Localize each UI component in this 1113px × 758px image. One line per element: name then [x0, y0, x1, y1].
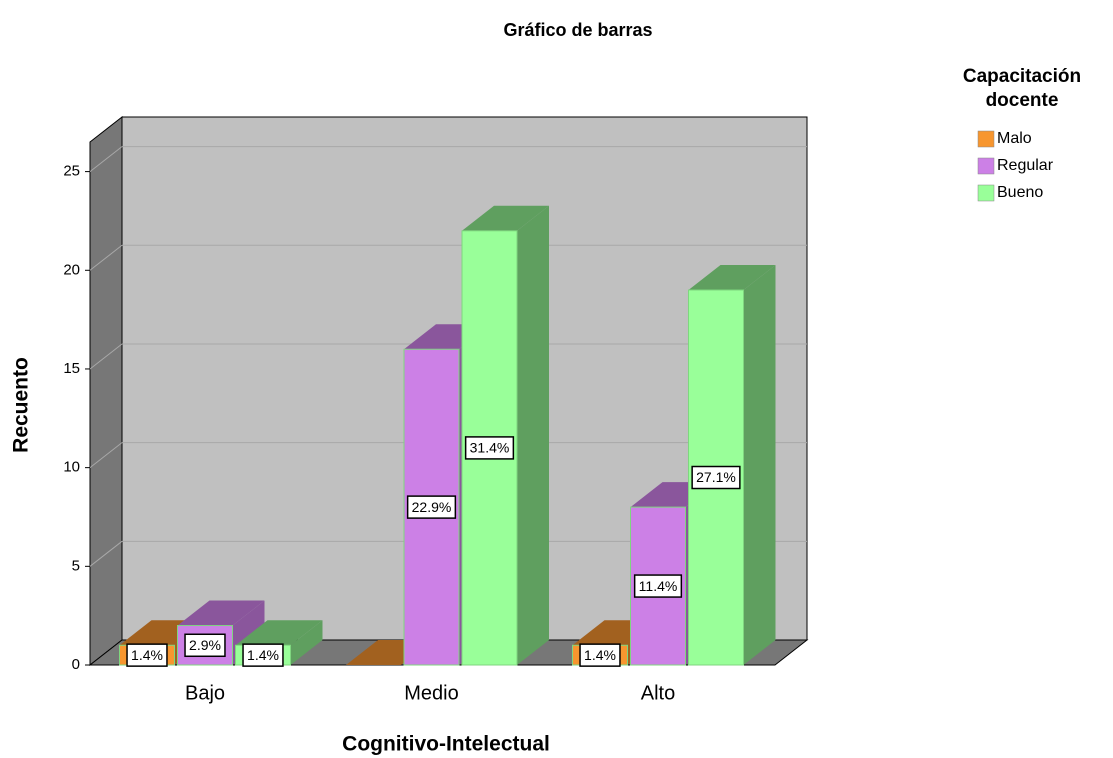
- value-label: 2.9%: [189, 637, 221, 653]
- value-label: 1.4%: [131, 647, 163, 663]
- y-tick-label: 0: [72, 656, 80, 673]
- y-tick-label: 5: [72, 557, 80, 574]
- bar-top: [688, 265, 776, 291]
- value-label: 22.9%: [412, 499, 452, 515]
- left-wall: [89, 115, 123, 667]
- legend-swatch: [977, 157, 995, 175]
- bar-top: [177, 600, 265, 626]
- legend-label: Malo: [997, 130, 1032, 147]
- value-label: 27.1%: [696, 469, 736, 485]
- value-label-box: [184, 633, 226, 658]
- y-tick-label: 15: [63, 360, 80, 377]
- legend-label: Bueno: [997, 184, 1043, 201]
- value-label: 1.4%: [584, 647, 616, 663]
- value-label-box: [579, 643, 621, 667]
- grid-line: [89, 540, 123, 567]
- y-tick-label: 10: [63, 459, 80, 476]
- value-label-box: [126, 643, 168, 667]
- grid-line: [89, 146, 123, 172]
- value-label-box: [464, 436, 515, 460]
- legend-title: Capacitación: [963, 66, 1081, 87]
- legend-label: Regular: [997, 157, 1054, 174]
- legend-swatch: [977, 184, 995, 202]
- value-label-box: [242, 643, 284, 667]
- bar-side: [743, 265, 776, 665]
- grid-line: [89, 442, 123, 469]
- x-axis-label: Cognitivo-Intelectual: [342, 733, 550, 756]
- legend-title: docente: [986, 90, 1059, 111]
- bar-side: [517, 205, 549, 665]
- y-tick-label: 25: [63, 163, 80, 180]
- value-label: 1.4%: [247, 647, 279, 663]
- bar-side: [290, 620, 323, 665]
- y-axis-label: Recuento: [10, 357, 33, 453]
- bar-top: [235, 620, 323, 646]
- value-label-box: [633, 574, 683, 598]
- grid-line: [89, 343, 123, 370]
- x-tick-label: Bajo: [185, 682, 225, 704]
- grid-line: [89, 244, 123, 271]
- value-label: 11.4%: [639, 578, 678, 594]
- value-label-box: [406, 495, 457, 519]
- bar-top: [462, 205, 549, 231]
- y-tick-label: 20: [63, 261, 80, 278]
- legend-swatch: [977, 130, 995, 148]
- value-label-box: [691, 465, 741, 490]
- chart-title: Gráfico de barras: [503, 20, 652, 40]
- x-tick-label: Medio: [404, 682, 458, 704]
- value-label: 31.4%: [470, 440, 510, 456]
- x-tick-label: Alto: [641, 682, 675, 704]
